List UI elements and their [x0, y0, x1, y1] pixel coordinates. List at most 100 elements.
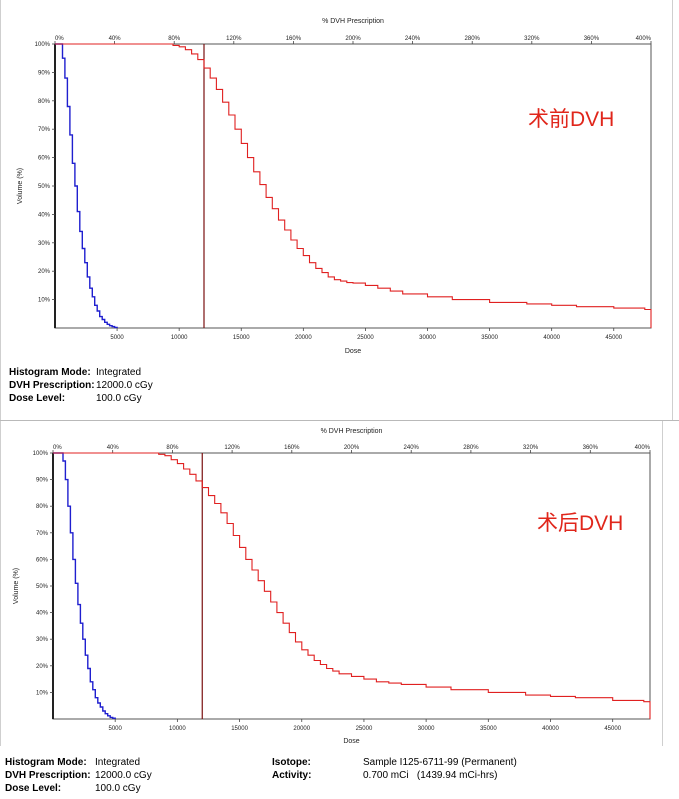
top-axis-tick-label: 320%	[524, 36, 540, 42]
y-axis-tick-label: 20%	[36, 664, 49, 670]
top-axis-tick-label: 80%	[166, 445, 179, 451]
x-axis-tick-label: 30000	[419, 335, 436, 341]
y-axis-label: Volume (%)	[17, 168, 24, 204]
top-axis-tick-label: 240%	[404, 445, 420, 451]
y-axis-tick-label: 70%	[36, 531, 49, 537]
y-axis-tick-label: 60%	[38, 156, 51, 162]
y-axis-tick-label: 10%	[36, 690, 49, 696]
panel-separator	[0, 420, 679, 421]
info-value: Sample I125-6711-99 (Permanent)	[363, 757, 517, 768]
info-label: Dose Level:	[5, 783, 62, 794]
info-label: Dose Level:	[9, 393, 66, 404]
x-axis-tick-label: 45000	[605, 335, 622, 341]
y-axis-tick-label: 20%	[38, 269, 51, 275]
top-axis-title: % DVH Prescription	[321, 428, 383, 435]
top-axis-tick-label: 80%	[168, 36, 181, 42]
top-axis-tick-label: 400%	[636, 36, 652, 42]
top-axis-tick-label: 280%	[463, 445, 479, 451]
info-value: Integrated	[96, 367, 142, 378]
y-axis-tick-label: 100%	[35, 42, 51, 48]
info-value: Integrated	[95, 757, 141, 768]
top-axis-tick-label: 40%	[107, 445, 120, 451]
panel-right-border	[662, 421, 663, 746]
info-value: 12000.0 cGy	[96, 380, 153, 391]
y-axis-tick-label: 10%	[38, 298, 51, 304]
top-axis-tick-label: 200%	[345, 36, 361, 42]
top-axis-tick-label: 120%	[224, 445, 240, 451]
y-axis-tick-label: 30%	[36, 637, 49, 643]
y-axis-tick-label: 30%	[38, 241, 51, 247]
top-axis-tick-label: 320%	[523, 445, 539, 451]
top-axis-tick-label: 120%	[226, 36, 242, 42]
panel-left-border	[0, 421, 1, 746]
dvh-series-line-red	[55, 43, 652, 328]
info-value: 0.700 mCi (1439.94 mCi-hrs)	[363, 770, 498, 781]
y-axis-tick-label: 70%	[38, 127, 51, 133]
info-value: 100.0 cGy	[96, 393, 142, 404]
y-axis-tick-label: 40%	[38, 212, 51, 218]
panel-left-border	[0, 0, 1, 420]
top-axis-tick-label: 360%	[584, 36, 600, 42]
dvh-panel-preop: % DVH Prescription 0% 40% 80% 120% 160% 200% 24…	[0, 0, 673, 420]
chart-annotation: 术前DVH	[528, 108, 614, 131]
x-axis-tick-label: 5000	[110, 335, 124, 341]
x-axis-tick-label: 15000	[233, 335, 250, 341]
top-axis-tick-label: 360%	[583, 445, 599, 451]
info-label: Histogram Mode:	[5, 757, 87, 768]
x-axis-tick-label: 30000	[418, 726, 435, 732]
y-axis-tick-label: 80%	[36, 504, 49, 510]
x-axis-tick-label: 15000	[231, 726, 248, 732]
info-value: 100.0 cGy	[95, 783, 141, 794]
x-axis-label: Dose	[343, 738, 359, 745]
x-axis-tick-label: 35000	[480, 726, 497, 732]
top-axis-tick-label: 0%	[53, 445, 62, 451]
y-axis-tick-label: 80%	[38, 99, 51, 105]
dvh-chart-preop: % DVH Prescription 0% 40% 80% 120% 160% 200% 24…	[17, 18, 652, 355]
info-label: Activity:	[272, 770, 312, 781]
dvh-chart-postop: % DVH Prescription 0% 40% 80% 120% 160% 200% 24…	[13, 428, 651, 745]
x-axis-tick-label: 40000	[542, 726, 559, 732]
info-block-postop-right: Isotope: Sample I125-6711-99 (Permanent)…	[272, 756, 672, 786]
x-axis-tick-label: 25000	[357, 335, 374, 341]
y-axis-tick-label: 90%	[36, 478, 49, 484]
x-axis-tick-label: 40000	[543, 335, 560, 341]
x-axis-tick-label: 10000	[169, 726, 186, 732]
dvh-series-line-blue	[55, 43, 118, 329]
x-axis-tick-label: 20000	[295, 335, 312, 341]
chart-annotation: 术后DVH	[537, 512, 623, 535]
info-label: DVH Prescription:	[5, 770, 91, 781]
x-axis-tick-label: 35000	[481, 335, 498, 341]
top-axis-tick-label: 40%	[109, 36, 122, 42]
x-axis-tick-label: 10000	[171, 335, 188, 341]
top-axis-tick-label: 280%	[465, 36, 481, 42]
top-axis-tick-label: 200%	[344, 445, 360, 451]
y-axis-tick-label: 90%	[38, 70, 51, 76]
info-block-preop: Histogram Mode: Integrated DVH Prescript…	[9, 366, 309, 408]
info-label: Isotope:	[272, 757, 311, 768]
x-axis-tick-label: 5000	[109, 726, 123, 732]
plot-frame	[54, 43, 652, 329]
y-axis-label: Volume (%)	[13, 568, 20, 604]
y-axis-tick-label: 60%	[36, 557, 49, 563]
y-axis-tick-label: 50%	[38, 184, 51, 190]
x-axis-tick-label: 20000	[293, 726, 310, 732]
x-axis-label: Dose	[345, 348, 361, 355]
y-axis-tick-label: 50%	[36, 584, 49, 590]
info-label: Histogram Mode:	[9, 367, 91, 378]
top-axis-tick-label: 400%	[635, 445, 651, 451]
info-label: DVH Prescription:	[9, 380, 95, 391]
dvh-series-line-blue	[53, 452, 116, 719]
info-block-postop-left: Histogram Mode: Integrated DVH Prescript…	[5, 756, 265, 798]
top-axis-tick-label: 160%	[284, 445, 300, 451]
plot-frame	[52, 452, 651, 720]
y-axis-tick-label: 40%	[36, 611, 49, 617]
top-axis-tick-label: 240%	[405, 36, 421, 42]
dvh-panel-postop: % DVH Prescription 0% 40% 80% 120% 160% 200% 24…	[0, 421, 679, 799]
top-axis-tick-label: 0%	[55, 36, 64, 42]
y-axis-tick-label: 100%	[33, 451, 49, 457]
top-axis-title: % DVH Prescription	[322, 18, 384, 25]
x-axis-tick-label: 45000	[604, 726, 621, 732]
panel-right-border	[672, 0, 673, 420]
info-value: 12000.0 cGy	[95, 770, 152, 781]
x-axis-tick-label: 25000	[356, 726, 373, 732]
